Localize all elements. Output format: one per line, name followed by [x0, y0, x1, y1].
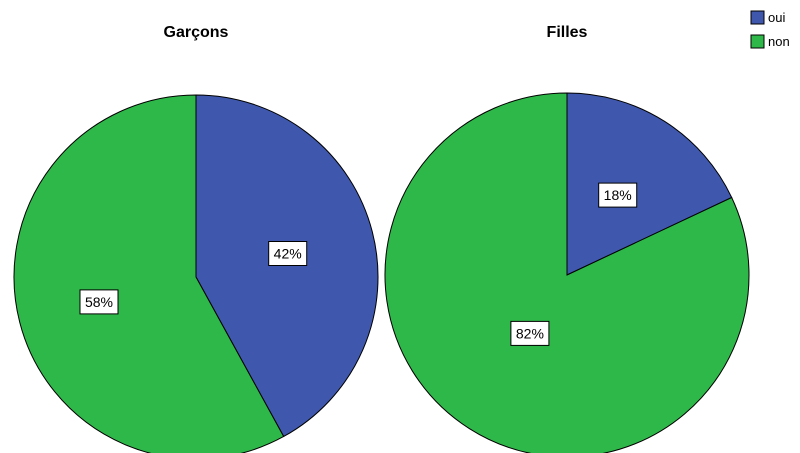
pie-chart-garcons: 42% 58% [13, 94, 379, 453]
data-label-box [268, 241, 308, 266]
pie-slice-filles-oui [566, 92, 733, 276]
legend: oui non [750, 10, 790, 49]
legend-label-non: non [768, 34, 790, 49]
pie-title-filles: Filles [547, 24, 588, 41]
data-label-text: 42% [274, 246, 302, 262]
data-label-garcons-oui: 42% [268, 241, 308, 266]
data-label-text: 18% [604, 187, 632, 203]
data-label-text: 82% [516, 325, 544, 341]
pie-title-garcons: Garçons [164, 24, 229, 41]
pie-chart-filles: 18% 82% [384, 92, 750, 453]
legend-swatch-non [750, 34, 765, 49]
pie-slice-garcons-non [13, 94, 285, 453]
data-label-garcons-non: 58% [79, 289, 119, 315]
pie-slice-filles-non [384, 92, 750, 453]
legend-swatch-oui [750, 10, 765, 25]
data-label-text: 58% [85, 294, 113, 310]
data-label-box [510, 320, 550, 346]
legend-label-oui: oui [768, 10, 785, 25]
data-label-filles-non: 82% [510, 320, 550, 346]
data-label-box [598, 182, 638, 208]
data-label-box [79, 289, 119, 315]
data-label-filles-oui: 18% [598, 182, 638, 208]
